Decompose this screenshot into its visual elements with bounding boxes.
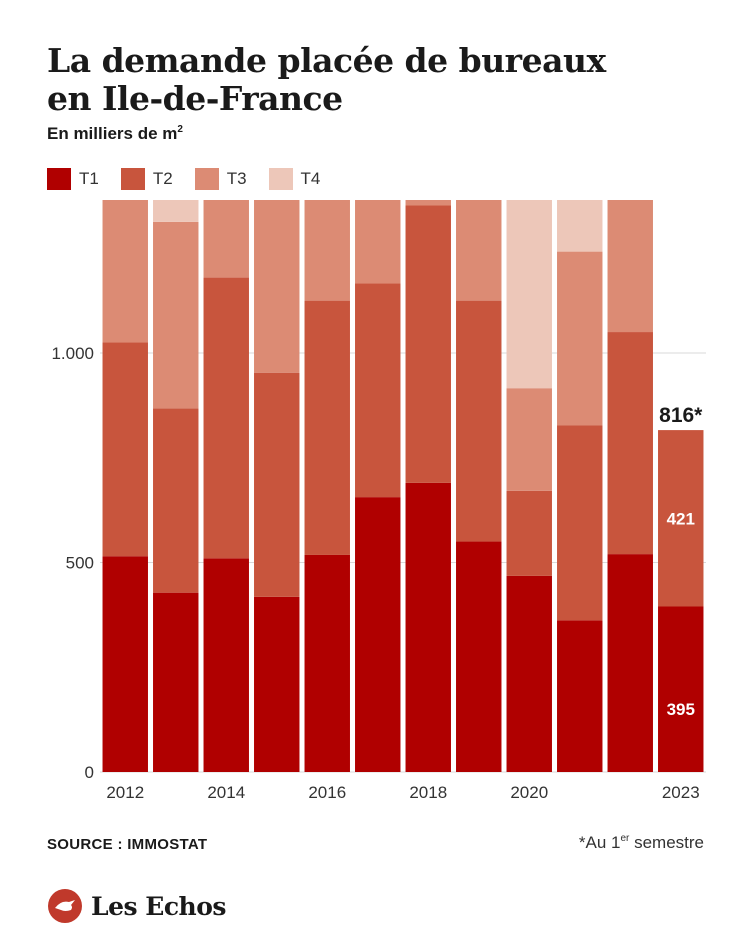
bar-t1-2022 [607,554,653,772]
les-echos-logo: Les Echos [47,888,226,924]
bar-t2-2012 [102,342,148,557]
footnote-prefix: *Au 1 [578,833,621,852]
bar-t1-2013 [153,592,199,772]
legend-item-t3: T3 [194,168,247,190]
bar-t2-2014 [203,277,249,559]
bar-t2-2023 [658,430,704,607]
stacked-bar-chart: 05001.0001.5002.0002.5002012201420162018… [51,200,706,802]
bar-t2-2018 [405,205,451,483]
chart-title-line-1: La demande placée de bureaux [47,41,606,80]
bar-t3-2013 [153,221,199,409]
bar-t1-2023 [658,606,704,772]
x-tick-label: 2023 [662,783,700,802]
bar-t2-2015 [254,372,300,597]
legend-swatch-t4 [268,168,293,190]
bar-t1-2015 [254,596,300,772]
bar-t3-2012 [102,200,148,343]
source-label: SOURCE : IMMOSTAT [47,836,208,853]
bar-t1-2018 [405,482,451,772]
bar-t3-2022 [607,200,653,333]
legend-swatch-t1 [47,168,71,190]
bar-t2-2013 [153,408,199,593]
annotation-t1-2023: 395 [667,700,695,719]
legend-label-t3: T3 [226,169,247,188]
legend-swatch-t3 [194,168,219,190]
annotation-t2-2023: 421 [667,509,695,528]
subtitle-text: En milliers de m [47,124,178,143]
x-tick-label: 2016 [308,783,346,802]
bar-t4-2020 [506,200,552,389]
legend-item-t4: T4 [268,168,321,190]
bar-t1-2019 [456,541,502,772]
bar-t3-2021 [557,251,603,426]
bar-t2-2017 [355,283,401,498]
legend-swatch-t2 [120,168,145,190]
footnote: *Au 1er semestre [579,833,704,853]
bar-t1-2017 [355,497,401,772]
legend-item-t1: T1 [47,168,99,190]
bar-t1-2020 [506,575,552,772]
footnote-superscript: er [620,833,630,844]
bar-t4-2021 [557,200,603,252]
x-tick-label: 2018 [409,783,447,802]
y-tick-label: 1.000 [51,344,94,363]
legend-label-t1: T1 [79,169,99,188]
x-tick-label: 2012 [106,783,144,802]
chart-legend: T1 T2 T3 T4 [47,168,342,190]
x-tick-label: 2020 [510,783,548,802]
bar-t3-2016 [304,200,350,301]
logo-text: Les Echos [91,891,226,921]
chart-subtitle: En milliers de m2 [47,124,183,144]
bar-t3-2014 [203,200,249,278]
y-tick-label: 0 [85,763,94,782]
bar-t1-2012 [102,556,148,772]
subtitle-superscript: 2 [177,124,183,135]
bar-t2-2019 [456,300,502,542]
bar-t3-2015 [254,200,300,373]
les-echos-logo-icon [48,889,82,923]
bar-t3-2017 [355,200,401,284]
chart-title-line-2: en Ile-de-France [47,79,343,118]
footnote-suffix: semestre [629,833,704,852]
bar-t2-2021 [557,425,603,621]
y-tick-label: 500 [66,554,94,573]
bar-t1-2014 [203,558,249,772]
bar-t3-2019 [456,200,502,301]
bar-t2-2016 [304,300,350,555]
legend-item-t2: T2 [120,168,173,190]
bar-t4-2013 [153,200,199,222]
bar-t1-2016 [304,554,350,772]
bar-t3-2020 [506,388,552,491]
chart-title: La demande placée de bureaux en Ile-de-F… [47,42,707,118]
annotation-total-2023: 816* [659,404,703,427]
legend-label-t4: T4 [300,169,321,188]
bar-t3-2018 [405,200,451,206]
x-tick-label: 2014 [207,783,245,802]
legend-label-t2: T2 [152,169,173,188]
bar-t1-2021 [557,620,603,772]
bar-t2-2022 [607,332,653,555]
bar-t2-2020 [506,490,552,576]
